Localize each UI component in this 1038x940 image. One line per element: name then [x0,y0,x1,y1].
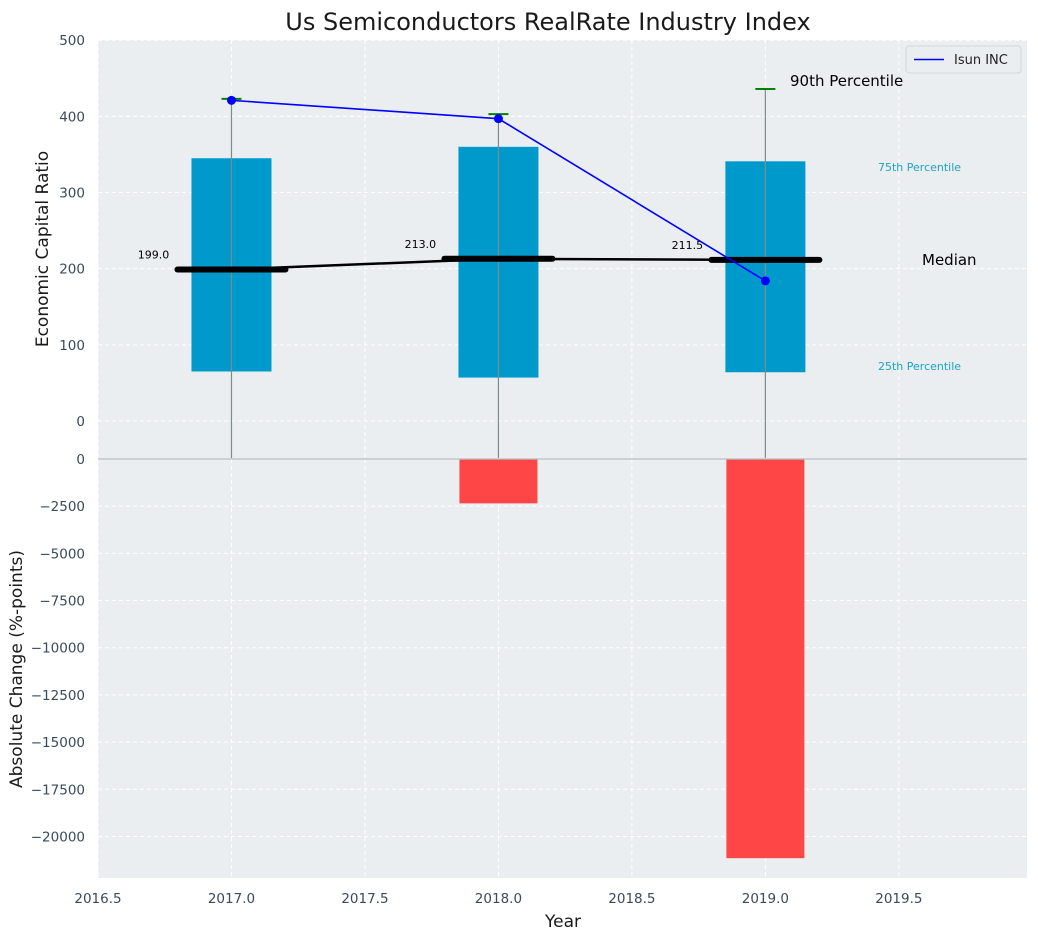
top-y-tick-label: 100 [59,338,85,354]
bottom-panel-background [98,459,1027,878]
top-y-tick-label: 400 [59,109,85,125]
x-tick-label: 2017.0 [208,891,255,907]
median-annotation: Median [922,251,977,269]
isun-inc-point [226,95,236,105]
bottom-y-tick-label: −17500 [31,782,85,798]
bottom-y-tick-label: −20000 [31,829,85,845]
x-tick-label: 2016.5 [74,891,121,907]
absolute-change-bar [726,459,805,859]
bottom-y-tick-label: −2500 [39,499,85,515]
p75-annotation: 75th Percentile [878,161,961,174]
isun-inc-point [493,114,503,124]
top-y-tick-label: 200 [59,262,85,278]
median-value-label: 211.5 [672,239,704,252]
p90-annotation: 90th Percentile [790,72,903,90]
top-y-axis-label: Economic Capital Ratio [33,151,53,347]
legend-isun-inc-label: Isun INC [954,53,1008,68]
legend-box [905,45,1022,74]
median-value-label: 199.0 [138,248,170,261]
x-tick-label: 2017.5 [341,891,388,907]
median-line [231,257,766,271]
bottom-y-tick-label: −15000 [31,735,85,751]
median-value-label: 213.0 [405,238,437,251]
bottom-y-axis-label: Absolute Change (%-points) [7,550,27,788]
bottom-y-tick-label: −7500 [39,594,85,610]
bottom-y-tick-label: −10000 [31,641,85,657]
x-tick-label: 2019.0 [742,891,789,907]
bottom-y-tick-label: 0 [76,452,85,468]
x-tick-label: 2018.5 [608,891,655,907]
p25-annotation: 25th Percentile [878,360,961,373]
x-tick-label: 2018.0 [475,891,522,907]
x-tick-label: 2019.5 [875,891,922,907]
top-y-tick-label: 500 [59,33,85,49]
bottom-y-tick-label: −5000 [39,546,85,562]
chart-title: Us Semiconductors RealRate Industry Inde… [285,8,810,36]
top-y-tick-label: 0 [76,414,85,430]
absolute-change-bar [459,459,538,504]
isun-inc-point [760,276,770,286]
top-y-tick-label: 300 [59,186,85,202]
bottom-y-tick-label: −12500 [31,688,85,704]
x-axis-label: Year [544,912,581,932]
